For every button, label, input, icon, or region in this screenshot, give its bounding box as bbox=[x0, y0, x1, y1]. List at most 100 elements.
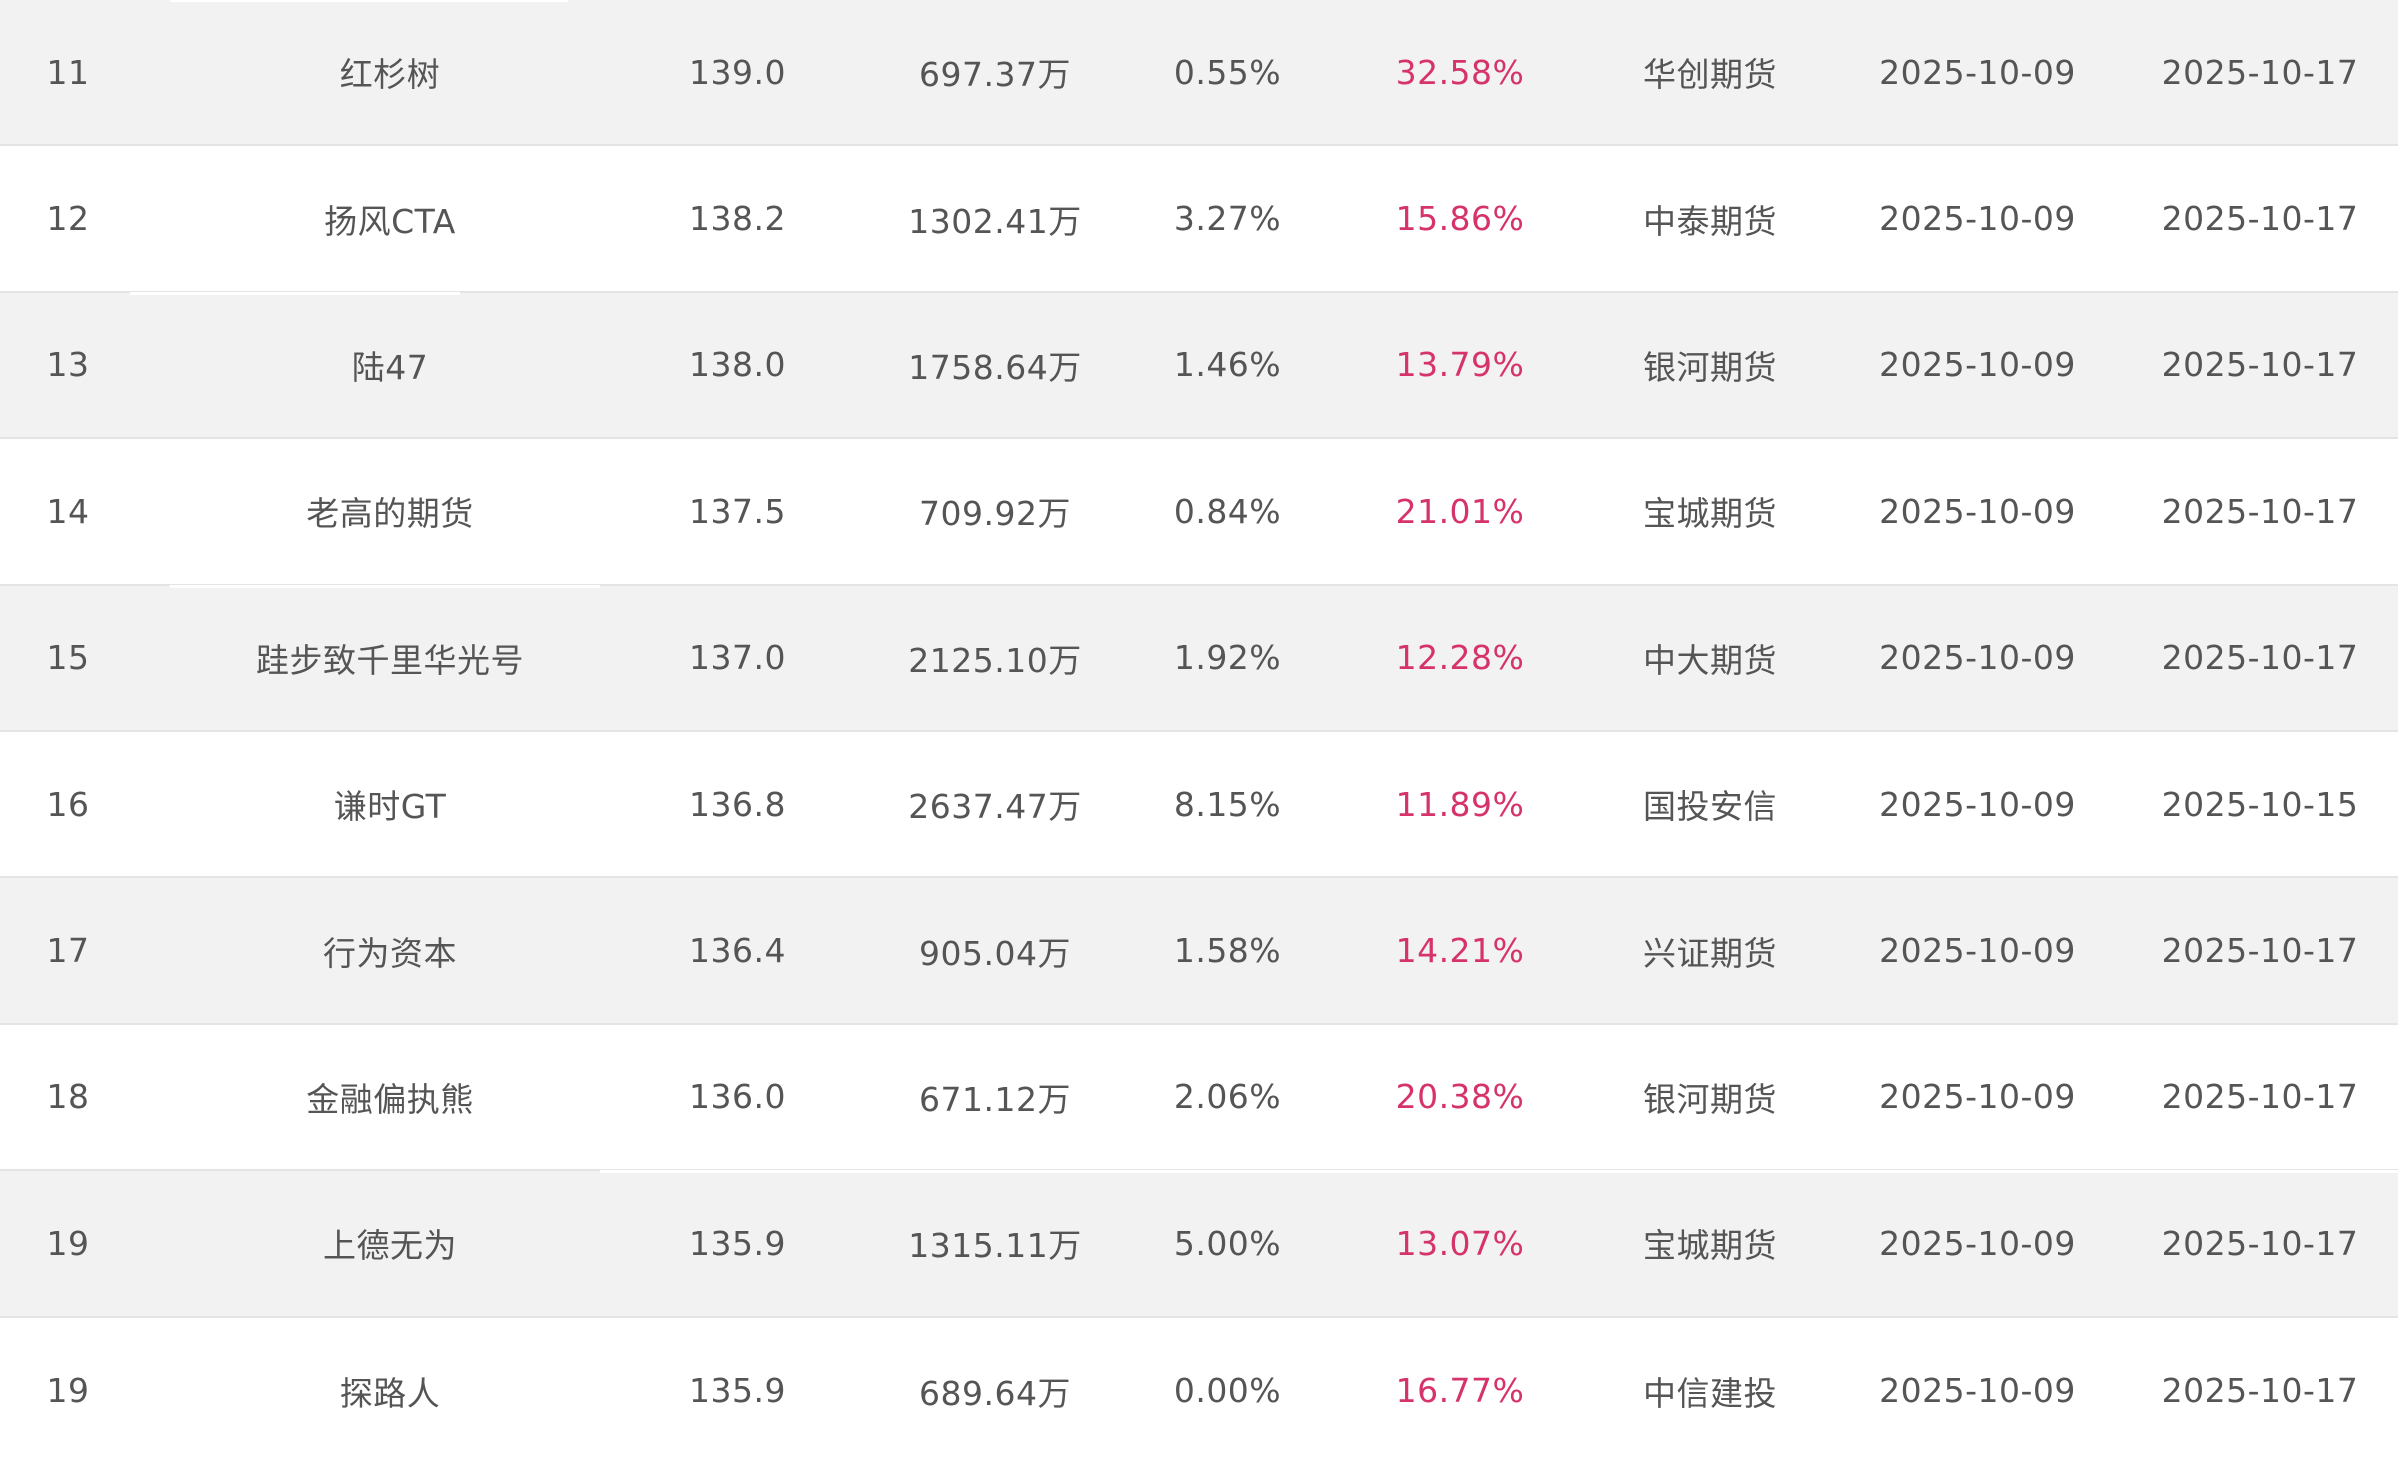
end-date-cell: 2025-10-15 bbox=[2161, 784, 2359, 824]
table-row[interactable]: 16 谦时GT 136.8 2637.47万 8.15% 11.89% 国投安信… bbox=[0, 731, 2398, 879]
score-cell: 136.4 bbox=[689, 931, 786, 971]
percent-cell: 1.92% bbox=[1173, 638, 1282, 678]
end-date-cell: 2025-10-17 bbox=[2161, 345, 2359, 385]
table-row[interactable]: 15 跬步致千里华光号 137.0 2125.10万 1.92% 12.28% … bbox=[0, 584, 2398, 732]
score-cell: 137.0 bbox=[689, 638, 786, 678]
rank-cell: 19 bbox=[46, 1371, 90, 1411]
amount-cell: 2125.10万 bbox=[908, 640, 1082, 680]
broker-cell: 兴证期货 bbox=[1643, 933, 1777, 973]
table-row[interactable]: 14 老高的期货 137.5 709.92万 0.84% 21.01% 宝城期货… bbox=[0, 439, 2398, 586]
row-separator bbox=[600, 1170, 2398, 1174]
score-cell: 137.5 bbox=[689, 491, 786, 531]
return-cell: 15.86% bbox=[1395, 199, 1525, 239]
start-date-cell: 2025-10-09 bbox=[1879, 784, 2076, 824]
percent-cell: 0.55% bbox=[1173, 52, 1282, 92]
account-name-cell[interactable]: 谦时GT bbox=[333, 787, 447, 827]
rank-cell: 12 bbox=[46, 199, 90, 239]
table-row[interactable]: 19 探路人 135.9 689.64万 0.00% 16.77% 中信建投 2… bbox=[0, 1317, 2398, 1464]
account-name-cell[interactable]: 陆47 bbox=[351, 347, 429, 387]
score-cell: 136.0 bbox=[689, 1077, 786, 1117]
start-date-cell: 2025-10-09 bbox=[1879, 52, 2076, 92]
percent-cell: 2.06% bbox=[1173, 1077, 1282, 1117]
broker-cell: 宝城期货 bbox=[1643, 1226, 1777, 1266]
account-name-cell[interactable]: 红杉树 bbox=[339, 55, 441, 95]
rank-cell: 18 bbox=[46, 1077, 90, 1117]
end-date-cell: 2025-10-17 bbox=[2161, 1077, 2359, 1117]
percent-cell: 8.15% bbox=[1173, 784, 1282, 824]
rank-cell: 14 bbox=[46, 491, 90, 531]
end-date-cell: 2025-10-17 bbox=[2161, 1223, 2359, 1263]
amount-cell: 1315.11万 bbox=[908, 1226, 1082, 1266]
start-date-cell: 2025-10-09 bbox=[1879, 345, 2076, 385]
amount-cell: 905.04万 bbox=[919, 933, 1071, 973]
amount-cell: 1302.41万 bbox=[908, 201, 1082, 241]
broker-cell: 中大期货 bbox=[1643, 640, 1777, 680]
return-cell: 20.38% bbox=[1395, 1077, 1525, 1117]
return-cell: 11.89% bbox=[1395, 784, 1525, 824]
account-name-cell[interactable]: 金融偏执熊 bbox=[306, 1079, 474, 1119]
return-cell: 13.79% bbox=[1395, 345, 1525, 385]
end-date-cell: 2025-10-17 bbox=[2161, 491, 2359, 531]
end-date-cell: 2025-10-17 bbox=[2161, 1371, 2359, 1411]
return-cell: 13.07% bbox=[1395, 1223, 1525, 1263]
row-separator bbox=[130, 291, 460, 295]
start-date-cell: 2025-10-09 bbox=[1879, 199, 2076, 239]
percent-cell: 0.00% bbox=[1173, 1371, 1282, 1411]
percent-cell: 5.00% bbox=[1173, 1223, 1282, 1263]
end-date-cell: 2025-10-17 bbox=[2161, 638, 2359, 678]
account-name-cell[interactable]: 探路人 bbox=[339, 1373, 441, 1413]
amount-cell: 697.37万 bbox=[919, 55, 1071, 95]
amount-cell: 1758.64万 bbox=[908, 347, 1082, 387]
row-separator bbox=[170, 584, 600, 588]
amount-cell: 2637.47万 bbox=[908, 787, 1082, 827]
broker-cell: 华创期货 bbox=[1643, 55, 1777, 95]
return-cell: 12.28% bbox=[1395, 638, 1525, 678]
broker-cell: 银河期货 bbox=[1643, 1079, 1777, 1119]
broker-cell: 宝城期货 bbox=[1643, 494, 1777, 534]
rank-cell: 15 bbox=[46, 638, 90, 678]
account-name-cell[interactable]: 上德无为 bbox=[323, 1226, 457, 1266]
rank-cell: 16 bbox=[46, 784, 90, 824]
end-date-cell: 2025-10-17 bbox=[2161, 931, 2359, 971]
start-date-cell: 2025-10-09 bbox=[1879, 1371, 2076, 1411]
account-name-cell[interactable]: 老高的期货 bbox=[306, 494, 474, 534]
table-row[interactable]: 12 扬风CTA 138.2 1302.41万 3.27% 15.86% 中泰期… bbox=[0, 146, 2398, 293]
amount-cell: 709.92万 bbox=[919, 494, 1071, 534]
start-date-cell: 2025-10-09 bbox=[1879, 931, 2076, 971]
score-cell: 138.2 bbox=[689, 199, 786, 239]
table-row[interactable]: 13 陆47 138.0 1758.64万 1.46% 13.79% 银河期货 … bbox=[0, 291, 2398, 440]
table-row[interactable]: 19 上德无为 135.9 1315.11万 5.00% 13.07% 宝城期货… bbox=[0, 1170, 2398, 1318]
end-date-cell: 2025-10-17 bbox=[2161, 52, 2359, 92]
broker-cell: 银河期货 bbox=[1643, 347, 1777, 387]
return-cell: 14.21% bbox=[1395, 931, 1525, 971]
rank-cell: 11 bbox=[46, 52, 90, 92]
rank-cell: 19 bbox=[46, 1223, 90, 1263]
table-row[interactable]: 17 行为资本 136.4 905.04万 1.58% 14.21% 兴证期货 … bbox=[0, 878, 2398, 1025]
return-cell: 16.77% bbox=[1395, 1371, 1525, 1411]
start-date-cell: 2025-10-09 bbox=[1879, 491, 2076, 531]
percent-cell: 1.46% bbox=[1173, 345, 1282, 385]
percent-cell: 0.84% bbox=[1173, 491, 1282, 531]
account-name-cell[interactable]: 跬步致千里华光号 bbox=[256, 640, 524, 680]
table-row[interactable]: 18 金融偏执熊 136.0 671.12万 2.06% 20.38% 银河期货… bbox=[0, 1024, 2398, 1172]
score-cell: 135.9 bbox=[689, 1371, 786, 1411]
table-row[interactable]: 11 红杉树 139.0 697.37万 0.55% 32.58% 华创期货 2… bbox=[0, 0, 2398, 147]
score-cell: 139.0 bbox=[689, 52, 786, 92]
account-name-cell[interactable]: 行为资本 bbox=[323, 933, 457, 973]
start-date-cell: 2025-10-09 bbox=[1879, 1223, 2076, 1263]
start-date-cell: 2025-10-09 bbox=[1879, 638, 2076, 678]
score-cell: 135.9 bbox=[689, 1223, 786, 1263]
percent-cell: 1.58% bbox=[1173, 931, 1282, 971]
score-cell: 136.8 bbox=[689, 784, 786, 824]
broker-cell: 国投安信 bbox=[1643, 787, 1777, 827]
percent-cell: 3.27% bbox=[1173, 199, 1282, 239]
amount-cell: 689.64万 bbox=[919, 1373, 1071, 1413]
row-separator bbox=[170, 0, 568, 2]
rank-cell: 17 bbox=[46, 931, 90, 971]
return-cell: 32.58% bbox=[1395, 52, 1525, 92]
account-name-cell[interactable]: 扬风CTA bbox=[324, 201, 456, 241]
end-date-cell: 2025-10-17 bbox=[2161, 199, 2359, 239]
broker-cell: 中信建投 bbox=[1643, 1373, 1777, 1413]
return-cell: 21.01% bbox=[1395, 491, 1525, 531]
